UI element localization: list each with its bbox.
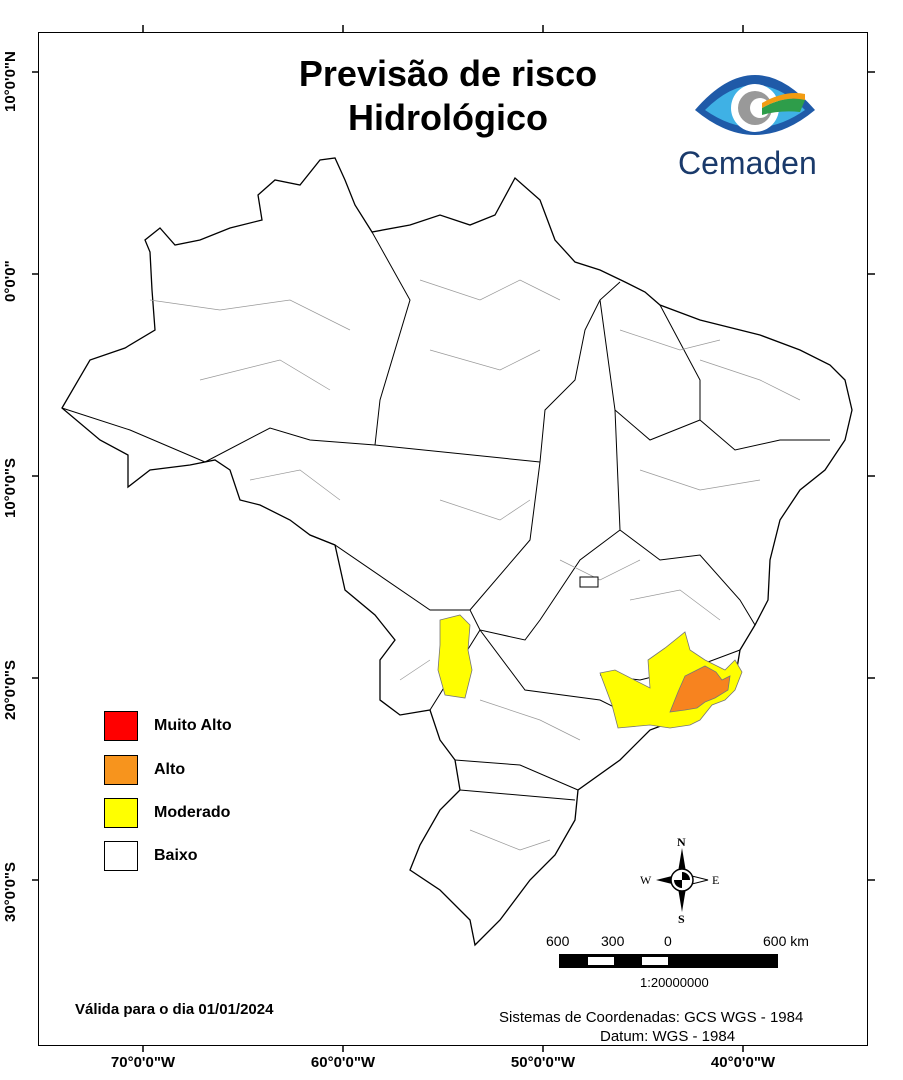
- legend-swatch: [104, 798, 138, 828]
- state-borders: [61, 231, 830, 801]
- lat-label-0: 0°0'0": [2, 260, 19, 302]
- legend-item-moderado: Moderado: [104, 798, 230, 828]
- coordinate-system: Sistemas de Coordenadas: GCS WGS - 1984: [499, 1009, 804, 1026]
- lat-label-10s: 10°0'0"S: [2, 457, 19, 518]
- logo-text: Cemaden: [678, 145, 817, 181]
- scale-label-0: 0: [664, 933, 672, 949]
- lon-label-50w: 50°0'0"W: [510, 1054, 576, 1071]
- validity-date: Válida para o dia 01/01/2024: [75, 1001, 274, 1018]
- page-title-line2: Hidrológico: [348, 97, 548, 138]
- basin-borders: [149, 279, 801, 851]
- scale-bar: [559, 954, 778, 968]
- risk-area-moderado-se: [599, 631, 743, 729]
- risk-area-moderado-ms: [437, 614, 473, 699]
- compass-e: E: [712, 873, 720, 887]
- north-arrow: [656, 848, 709, 912]
- lon-label-70w: 70°0'0"W: [110, 1054, 176, 1071]
- lat-label-20s: 20°0'0"S: [2, 659, 19, 720]
- scale-ratio: 1:20000000: [640, 975, 709, 990]
- legend-item-baixo: Baixo: [104, 841, 198, 871]
- scale-label-600km: 600 km: [763, 933, 809, 949]
- lat-label-30s: 30°0'0"S: [2, 861, 19, 922]
- legend-label: Baixo: [154, 847, 198, 864]
- legend-label: Moderado: [154, 804, 231, 821]
- graticule-ticks: [32, 25, 875, 1052]
- lon-label-40w: 40°0'0"W: [710, 1054, 776, 1071]
- cemaden-logo: [695, 75, 815, 135]
- compass-w: W: [640, 873, 652, 887]
- legend-item-alto: Alto: [104, 755, 185, 785]
- scale-label-600: 600: [546, 933, 570, 949]
- map-frame: [38, 32, 868, 1046]
- brazil-outline: [61, 157, 853, 947]
- risk-area-alto-se: [669, 665, 731, 713]
- legend-label: Alto: [154, 761, 186, 778]
- legend-swatch: [104, 711, 138, 741]
- legend-swatch: [104, 755, 138, 785]
- legend-item-muito-alto: Muito Alto: [104, 711, 232, 741]
- legend-swatch: [104, 841, 138, 871]
- datum: Datum: WGS - 1984: [600, 1028, 736, 1045]
- lon-label-60w: 60°0'0"W: [310, 1054, 376, 1071]
- lat-label-10n: 10°0'0"N: [2, 51, 19, 112]
- legend-label: Muito Alto: [154, 717, 232, 734]
- compass-s: S: [678, 912, 685, 926]
- scale-label-300: 300: [601, 933, 625, 949]
- page-title-line1: Previsão de risco: [298, 53, 598, 94]
- compass-n: N: [677, 835, 686, 849]
